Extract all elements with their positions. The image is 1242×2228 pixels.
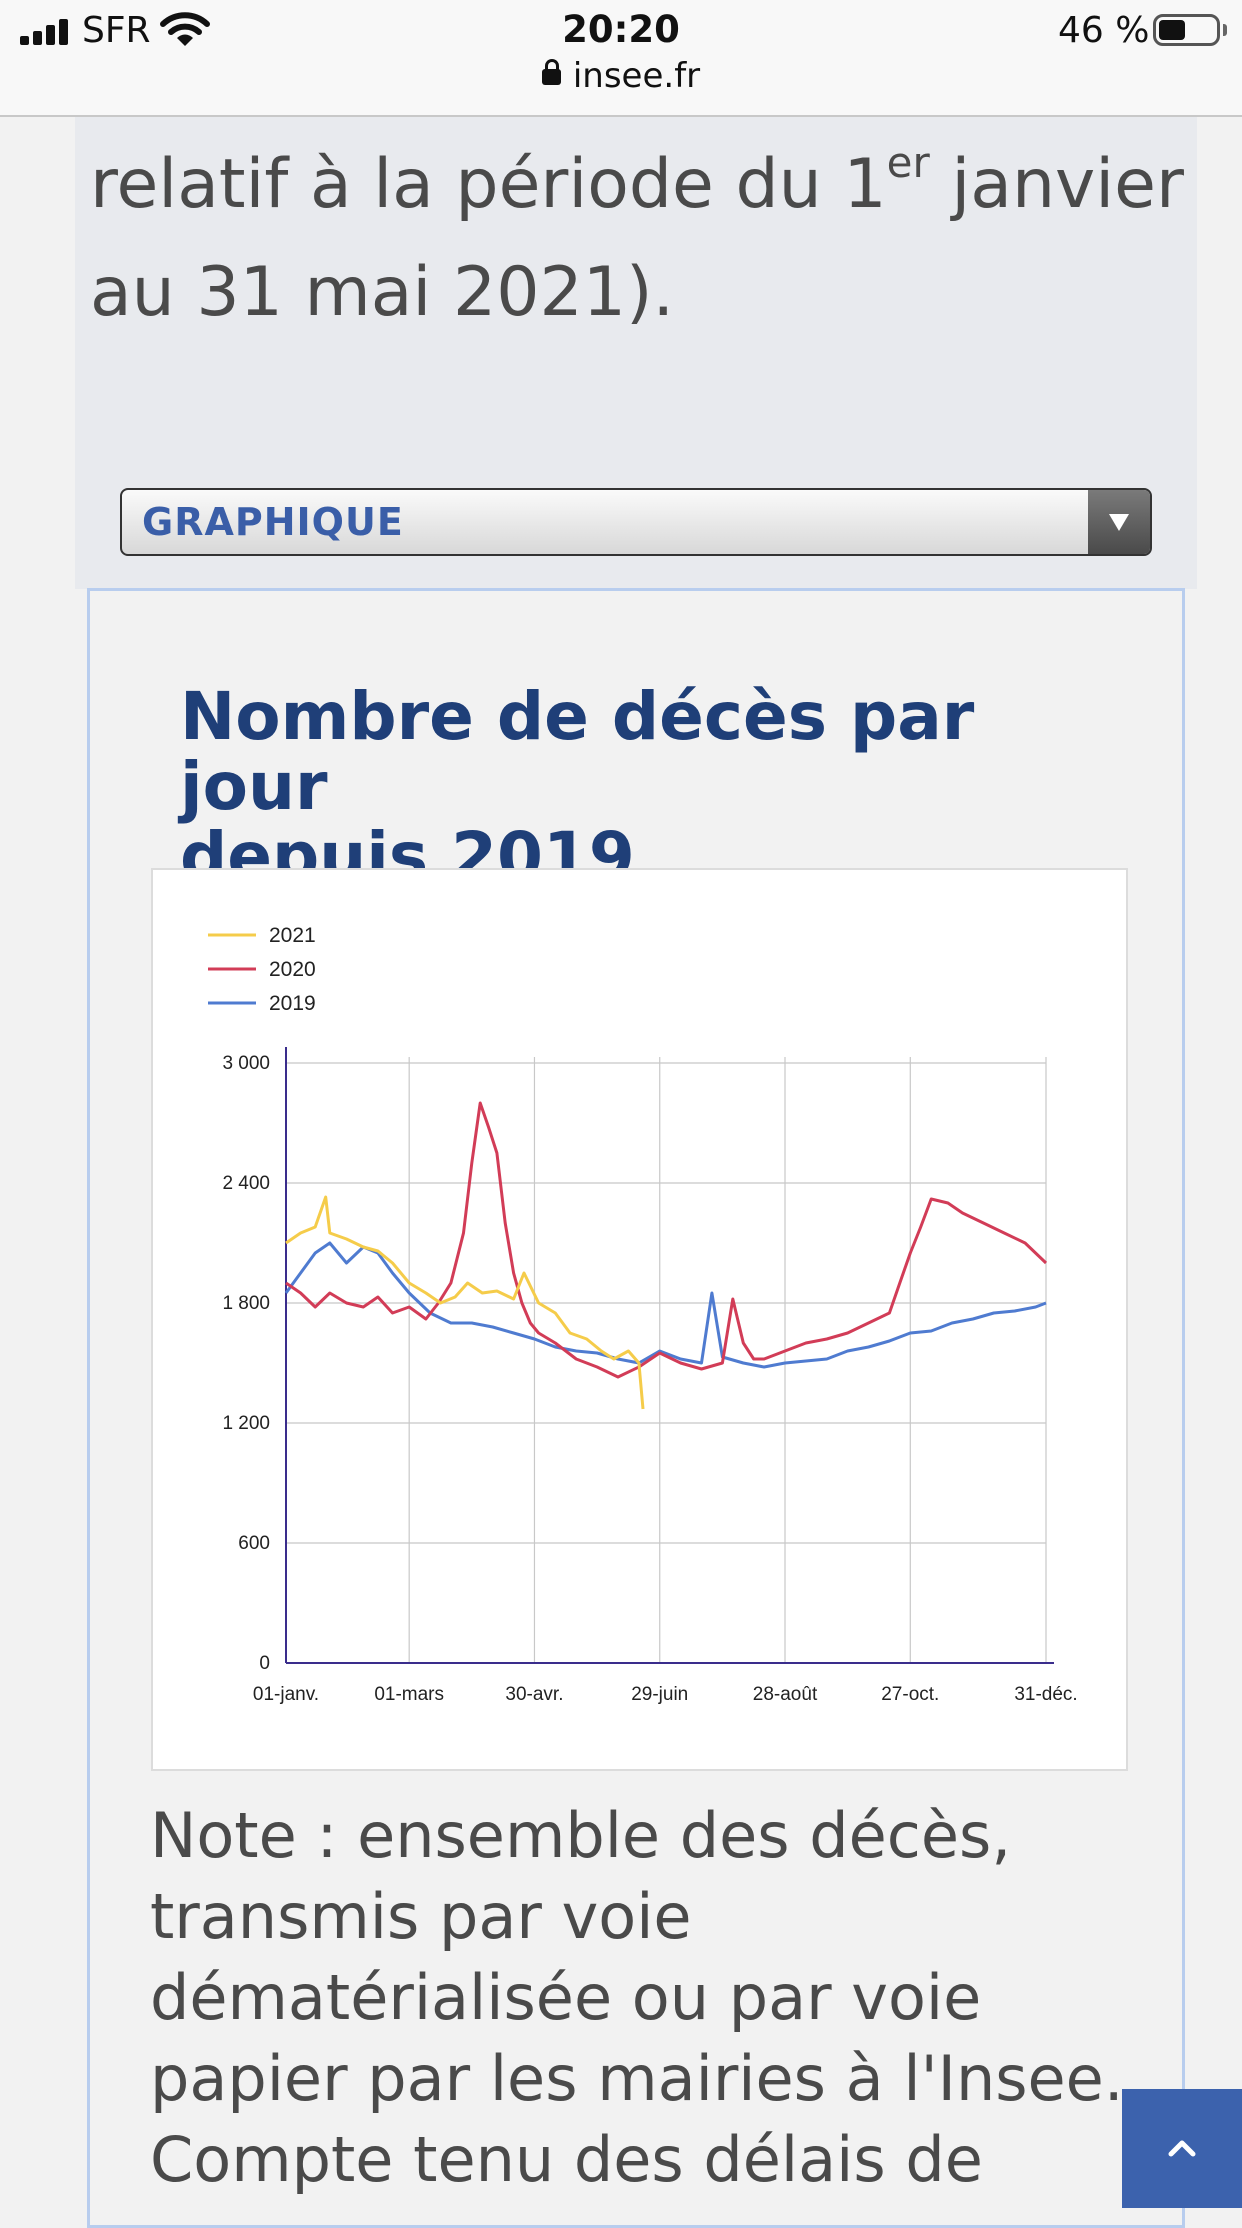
chart-title-line: Nombre de décès par jour [180,678,975,825]
x-tick-label: 29-juin [631,1684,688,1705]
note-line: papier par les mairies à l'Insee. [150,2042,1124,2115]
legend-label: 2021 [269,924,316,947]
y-tick-label: 1 800 [222,1293,270,1314]
dropdown-selected-value: GRAPHIQUE [142,500,404,544]
note-line: transmis par voie [150,1880,692,1953]
x-tick-label: 01-mars [374,1684,444,1705]
note-line: Compte tenu des délais de [150,2123,983,2196]
chart-container: 0 600 1 200 1 800 2 400 3 000 01-janv. 01-mars 3… [151,868,1128,1771]
series-line-2020 [285,1101,1048,1379]
y-tick-label: 3 000 [222,1053,270,1074]
intro-text-part: relatif à la période du 1 [90,145,887,224]
chevron-up-icon [1168,2140,1196,2157]
chart-title: Nombre de décès par jour depuis 2019 [180,682,1130,892]
intro-text-part: au 31 mai 2021). [90,253,675,332]
address-bar[interactable]: insee.fr [0,56,1242,96]
y-tick-label: 1 200 [222,1413,270,1434]
x-tick-label: 01-janv. [253,1684,319,1705]
x-tick-label: 30-avr. [505,1684,563,1705]
line-chart: 0 600 1 200 1 800 2 400 3 000 01-janv. 01-mars 3… [208,924,1078,1705]
legend-label: 2020 [269,958,316,981]
chart-note: Note : ensemble des décès, transmis par … [150,1795,1170,2200]
intro-paragraph: relatif à la période du 1er janvier au 3… [90,131,1200,347]
note-line: Note : ensemble des décès, [150,1799,1012,1872]
x-tick-label: 27-oct. [881,1684,939,1705]
note-line: dématérialisée ou par voie [150,1961,982,2034]
intro-text-part: janvier [929,145,1184,224]
y-tick-label: 2 400 [222,1173,270,1194]
triangle-down-icon [1109,514,1129,531]
x-tick-label: 31-déc. [1014,1684,1077,1705]
status-bar: SFR 20:20 46 % insee.fr [0,0,1242,117]
lock-icon [541,59,561,85]
y-tick-label: 600 [238,1533,270,1554]
scroll-to-top-button[interactable] [1122,2089,1242,2208]
cellular-signal-icon [20,19,72,45]
status-time: 20:20 [562,8,680,51]
series-line-2021 [285,1195,645,1410]
legend-label: 2019 [269,992,316,1015]
wifi-icon [160,12,210,46]
url-text: insee.fr [572,56,701,96]
intro-superscript: er [886,138,930,187]
battery-percentage: 46 % [1058,10,1150,51]
battery-tip [1223,24,1227,36]
battery-icon [1153,14,1220,46]
series-line-2019 [284,1241,1047,1369]
x-tick-label: 28-août [753,1684,818,1705]
view-select-dropdown[interactable]: GRAPHIQUE [120,488,1152,556]
y-tick-label: 0 [259,1653,270,1674]
carrier-name: SFR [82,10,151,51]
dropdown-toggle[interactable] [1088,490,1150,554]
